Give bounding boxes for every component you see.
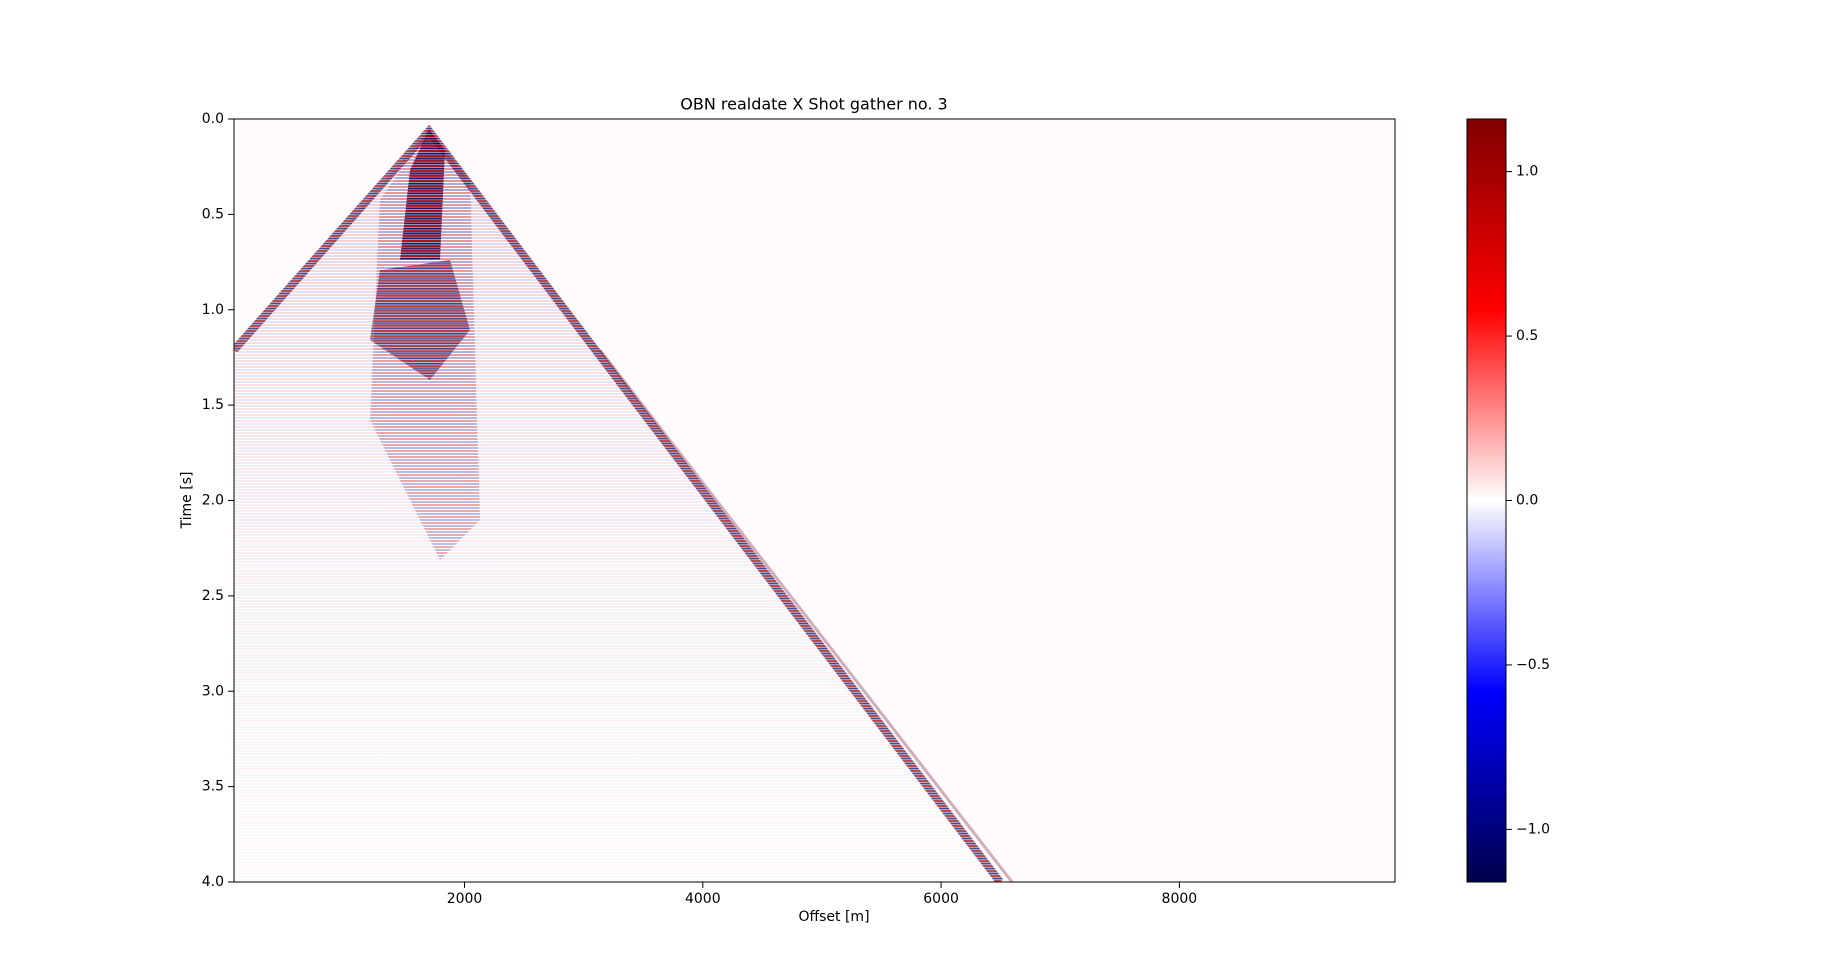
y-tick-label: 0.0 [202,111,224,127]
y-tick-label: 2.0 [202,493,224,509]
x-tick-label: 4000 [685,891,721,907]
y-tick-label: 4.0 [202,874,224,890]
seismic-image [234,119,1395,882]
y-tick-label: 3.0 [202,683,224,699]
x-tick-label: 8000 [1162,891,1198,907]
chart-title: OBN realdate X Shot gather no. 3 [680,95,947,114]
colorbar-tick-label: 1.0 [1516,164,1538,180]
colorbar-tick-label: −1.0 [1516,821,1550,837]
y-tick-label: 1.0 [202,302,224,318]
x-tick-label: 2000 [447,891,483,907]
y-tick-label: 2.5 [202,588,224,604]
y-tick-label: 3.5 [202,779,224,795]
y-tick-label: 0.5 [202,206,224,222]
colorbar-tick-label: 0.5 [1516,328,1538,344]
colorbar-tick-label: −0.5 [1516,657,1550,673]
y-axis-label: Time [s] [179,472,195,530]
y-tick-label: 1.5 [202,397,224,413]
x-axis-label: Offset [m] [798,909,869,925]
colorbar [1466,118,1507,883]
x-tick-label: 6000 [923,891,959,907]
colorbar-tick-label: 0.0 [1516,493,1538,509]
